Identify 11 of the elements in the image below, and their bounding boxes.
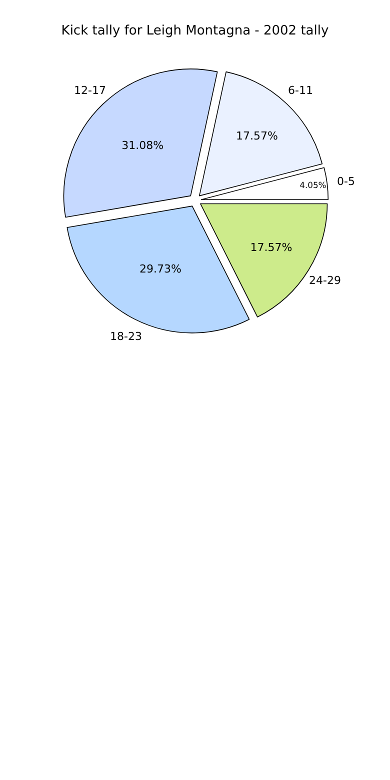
- slice-label: 18-23: [110, 330, 142, 343]
- data-label: 29.73%: [140, 262, 182, 276]
- chart-title: Kick tally for Leigh Montagna - 2002 tally: [61, 24, 329, 39]
- data-label: 31.08%: [122, 139, 164, 152]
- slice-label: 6-11: [288, 84, 313, 97]
- slice-label: 0-5: [337, 175, 355, 188]
- data-label: 4.05%: [300, 180, 326, 190]
- data-label: 17.57%: [250, 240, 292, 254]
- slice-label: 24-29: [309, 274, 341, 287]
- data-label: 17.57%: [236, 129, 278, 142]
- slice-label: 12-17: [74, 84, 106, 97]
